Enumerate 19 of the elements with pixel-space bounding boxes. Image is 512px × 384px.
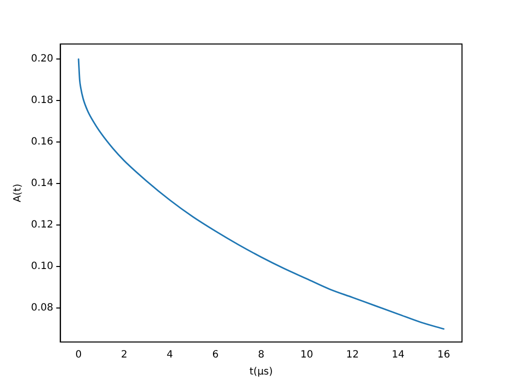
y-tick-label: 0.08: [31, 302, 54, 314]
y-tick-label: 0.12: [31, 220, 54, 231]
x-tick-label: 4: [166, 350, 174, 361]
x-tick-label: 0: [75, 350, 82, 361]
x-tick-label: 8: [258, 350, 264, 361]
x-tick-label: 2: [120, 350, 128, 361]
x-axis-title: t(μs): [249, 366, 273, 378]
y-axis-title: A(t): [12, 184, 24, 202]
x-tick-label: 12: [346, 350, 359, 361]
y-tick-label: 0.16: [31, 136, 54, 148]
y-tick-label: 0.14: [31, 178, 54, 190]
x-tick-label: 10: [300, 350, 314, 361]
x-tick-label: 14: [392, 350, 404, 361]
line-series: [78, 58, 444, 330]
x-tick-label: 16: [437, 350, 450, 361]
y-tick-label: 0.20: [31, 54, 54, 65]
y-tick-label: 0.10: [31, 260, 54, 272]
x-tick-label: 6: [212, 350, 219, 361]
y-tick-label: 0.18: [31, 95, 54, 106]
